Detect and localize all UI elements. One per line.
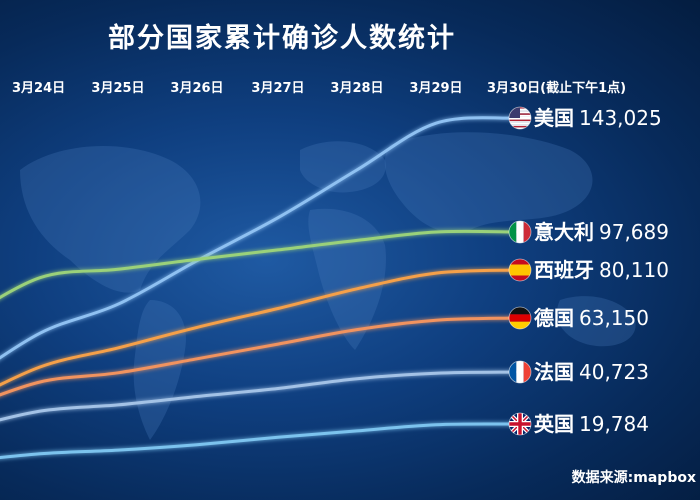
series-name-4: 法国 bbox=[534, 360, 574, 384]
x-tick-label-3: 3月27日 bbox=[251, 81, 304, 96]
series-name-2: 西班牙 bbox=[534, 258, 594, 282]
x-tick-label-5: 3月29日 bbox=[409, 81, 462, 96]
series-end-label-0: 美国 143,025 bbox=[508, 106, 662, 130]
world-map-background bbox=[20, 132, 636, 440]
series-lines bbox=[0, 116, 517, 460]
series-name-1: 意大利 bbox=[534, 220, 594, 244]
series-name-5: 英国 bbox=[534, 412, 574, 436]
series-end-label-3: 德国 63,150 bbox=[508, 306, 649, 330]
spain-flag-icon bbox=[509, 259, 531, 281]
series-line-4 bbox=[0, 370, 517, 422]
series-name-3: 德国 bbox=[534, 306, 574, 330]
series-end-label-2: 西班牙 80,110 bbox=[508, 258, 669, 282]
series-value-4: 40,723 bbox=[579, 360, 649, 384]
series-line-1 bbox=[0, 229, 517, 300]
x-axis-ticks: 3月24日 3月25日 3月26日 3月27日 3月28日 3月29日 3月30日(截止下午… bbox=[12, 80, 626, 96]
series-end-label-4: 法国 40,723 bbox=[508, 360, 649, 384]
series-line-5 bbox=[0, 422, 517, 460]
france-flag-icon bbox=[509, 361, 531, 383]
source-note: 数据来源:mapbox bbox=[572, 469, 696, 486]
series-line-3 bbox=[0, 316, 517, 397]
series-value-1: 97,689 bbox=[599, 220, 669, 244]
series-end-label-5: 英国 19,784 bbox=[508, 412, 649, 436]
us-flag-icon bbox=[509, 107, 531, 129]
series-line-0 bbox=[0, 116, 517, 360]
x-tick-label-1: 3月25日 bbox=[91, 81, 144, 96]
x-tick-label-4: 3月28日 bbox=[330, 81, 383, 96]
italy-flag-icon bbox=[509, 221, 531, 243]
x-tick-label-6: 3月30日(截止下午1点) bbox=[487, 80, 626, 96]
series-value-2: 80,110 bbox=[599, 258, 669, 282]
x-tick-label-0: 3月24日 bbox=[12, 81, 65, 96]
x-tick-label-2: 3月26日 bbox=[170, 81, 223, 96]
series-line-2 bbox=[0, 268, 517, 387]
series-end-label-1: 意大利 97,689 bbox=[508, 220, 669, 244]
series-value-0: 143,025 bbox=[579, 106, 662, 130]
series-value-5: 19,784 bbox=[579, 412, 649, 436]
uk-flag-icon bbox=[509, 413, 531, 435]
chart-title: 部分国家累计确诊人数统计 bbox=[108, 22, 456, 54]
series-value-3: 63,150 bbox=[579, 306, 649, 330]
series-name-0: 美国 bbox=[534, 106, 574, 130]
germany-flag-icon bbox=[509, 307, 531, 329]
